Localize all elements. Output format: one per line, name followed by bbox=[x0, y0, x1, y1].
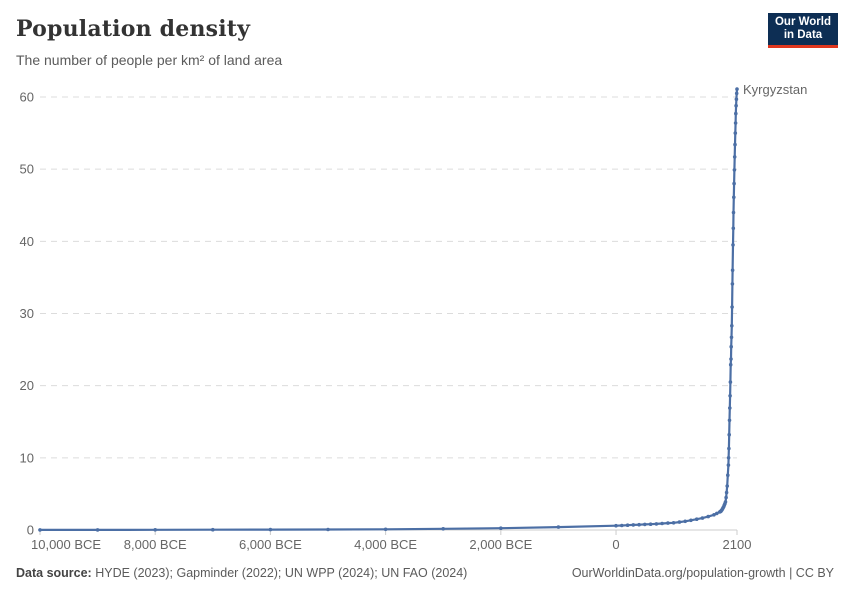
data-point bbox=[614, 523, 618, 528]
page-title: Population density bbox=[16, 16, 251, 42]
data-point bbox=[689, 518, 693, 523]
owid-logo: Our World in Data bbox=[768, 13, 838, 48]
data-point bbox=[723, 500, 728, 504]
data-point bbox=[694, 517, 699, 521]
data-point bbox=[700, 516, 705, 520]
x-tick-label: 6,000 BCE bbox=[239, 537, 302, 552]
y-tick-label: 20 bbox=[20, 378, 34, 393]
data-source-note: Data source: HYDE (2023); Gapminder (202… bbox=[16, 566, 467, 580]
y-tick-label: 30 bbox=[20, 306, 34, 321]
data-point bbox=[441, 527, 446, 531]
chart-footer: Data source: HYDE (2023); Gapminder (202… bbox=[16, 566, 834, 580]
data-point bbox=[734, 97, 739, 101]
data-point bbox=[735, 87, 739, 91]
data-point bbox=[724, 490, 729, 495]
data-point bbox=[733, 131, 738, 135]
data-source-label: Data source: bbox=[16, 566, 92, 580]
data-point bbox=[732, 195, 736, 200]
data-point bbox=[666, 521, 670, 525]
x-tick-label: 2,000 BCE bbox=[469, 537, 532, 552]
data-point bbox=[660, 521, 664, 526]
x-tick-label: 8,000 BCE bbox=[124, 537, 187, 552]
data-point bbox=[211, 527, 215, 532]
data-point bbox=[731, 226, 736, 231]
data-point bbox=[631, 523, 636, 527]
data-point bbox=[734, 91, 739, 96]
data-point bbox=[326, 527, 330, 532]
data-point bbox=[733, 121, 738, 125]
y-tick-label: 10 bbox=[20, 450, 34, 465]
data-point bbox=[556, 525, 561, 529]
data-point bbox=[620, 523, 624, 528]
data-point bbox=[728, 380, 733, 384]
data-point bbox=[732, 181, 736, 186]
entity-label[interactable]: Kyrgyzstan bbox=[743, 82, 807, 97]
data-point bbox=[499, 526, 503, 530]
data-point bbox=[637, 522, 641, 527]
data-point bbox=[654, 522, 659, 526]
data-point bbox=[730, 305, 734, 309]
data-point bbox=[727, 446, 731, 451]
chart-subtitle: The number of people per km² of land are… bbox=[16, 52, 283, 68]
data-point bbox=[726, 456, 731, 460]
data-point bbox=[730, 282, 735, 286]
x-tick-label: 10,000 BCE bbox=[31, 537, 101, 552]
data-point bbox=[625, 523, 630, 527]
data-point bbox=[729, 335, 734, 340]
owid-logo-line1: Our World bbox=[774, 16, 831, 28]
y-tick-label: 50 bbox=[20, 162, 34, 177]
data-point bbox=[727, 432, 731, 437]
data-point bbox=[729, 344, 733, 349]
data-point bbox=[715, 511, 719, 516]
data-point bbox=[734, 111, 738, 116]
data-point bbox=[725, 484, 729, 488]
data-point bbox=[95, 528, 100, 532]
data-point bbox=[671, 521, 676, 525]
y-tick-label: 0 bbox=[27, 523, 34, 538]
data-point bbox=[728, 362, 733, 367]
data-point bbox=[726, 463, 731, 467]
data-point bbox=[732, 155, 737, 159]
data-point bbox=[677, 520, 682, 524]
citation-license: OurWorldinData.org/population-growth | C… bbox=[571, 566, 834, 580]
data-point bbox=[726, 473, 730, 478]
data-point bbox=[733, 142, 737, 147]
data-point bbox=[728, 406, 732, 410]
data-point bbox=[724, 495, 728, 500]
data-point bbox=[383, 527, 388, 532]
data-point bbox=[729, 357, 733, 361]
data-point bbox=[648, 522, 653, 526]
y-tick-label: 60 bbox=[20, 90, 34, 105]
data-point bbox=[728, 394, 732, 398]
data-point bbox=[732, 168, 737, 172]
data-point bbox=[683, 519, 687, 524]
x-tick-label: 4,000 BCE bbox=[354, 537, 417, 552]
data-point bbox=[731, 210, 736, 215]
y-tick-label: 40 bbox=[20, 234, 34, 249]
data-point bbox=[734, 103, 738, 108]
data-point bbox=[643, 522, 647, 527]
owid-logo-line2: in Data bbox=[783, 29, 823, 41]
x-tick-label: 0 bbox=[612, 537, 619, 552]
data-point bbox=[38, 528, 42, 532]
data-point bbox=[727, 418, 732, 423]
x-tick-label: 2100 bbox=[723, 537, 752, 552]
data-point bbox=[153, 528, 157, 532]
data-point bbox=[712, 513, 716, 517]
data-point bbox=[706, 514, 710, 519]
data-point bbox=[268, 527, 273, 532]
data-line-kyrgyzstan[interactable] bbox=[38, 88, 739, 531]
data-source-text: HYDE (2023); Gapminder (2022); UN WPP (2… bbox=[91, 566, 468, 580]
data-point bbox=[730, 324, 734, 328]
data-point bbox=[730, 268, 735, 273]
data-point bbox=[731, 243, 735, 247]
